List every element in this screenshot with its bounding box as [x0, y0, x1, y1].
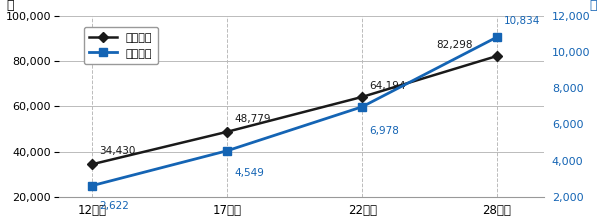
Text: 82,298: 82,298: [436, 40, 473, 50]
Legend: 高齢者数, 認定者数: 高齢者数, 認定者数: [83, 27, 158, 64]
Line: 認定者数: 認定者数: [88, 33, 501, 190]
Text: 10,834: 10,834: [504, 16, 540, 26]
Y-axis label: 人: 人: [589, 0, 596, 12]
認定者数: [493, 36, 500, 38]
高齢者数: [89, 163, 96, 165]
Text: 2,622: 2,622: [99, 201, 129, 211]
Y-axis label: 人: 人: [7, 0, 14, 12]
高齢者数: [493, 55, 500, 57]
Text: 4,549: 4,549: [234, 168, 264, 178]
高齢者数: [359, 96, 366, 98]
認定者数: [359, 105, 366, 108]
Text: 34,430: 34,430: [99, 146, 136, 156]
Text: 64,194: 64,194: [369, 81, 406, 91]
高齢者数: [224, 130, 231, 133]
Text: 6,978: 6,978: [369, 126, 399, 136]
Text: 48,779: 48,779: [234, 114, 271, 124]
認定者数: [224, 149, 231, 152]
Line: 高齢者数: 高齢者数: [89, 52, 501, 168]
認定者数: [89, 184, 96, 187]
